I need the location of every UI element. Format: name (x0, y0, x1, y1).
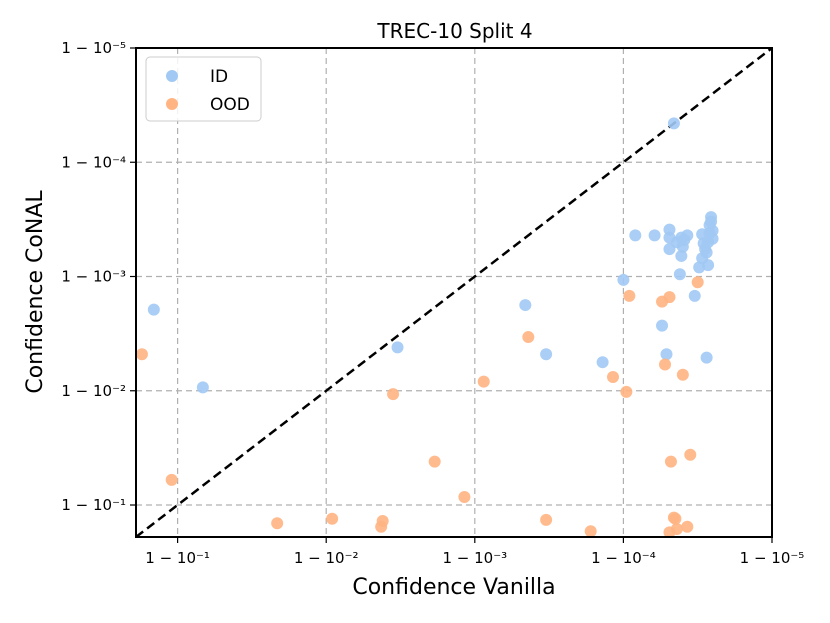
x-tick-label: 1 − 10⁻¹ (145, 549, 210, 567)
id-point (667, 117, 680, 130)
ood-point (607, 371, 619, 384)
chart-title: TREC-10 Split 4 (376, 19, 532, 43)
ood-point (165, 473, 178, 486)
id-point (702, 259, 715, 272)
data-points (136, 117, 719, 537)
id-point (596, 356, 609, 369)
ood-point (623, 289, 636, 302)
ood-point (669, 512, 682, 525)
id-point (675, 249, 688, 262)
legend-marker-id (166, 70, 178, 82)
ood-point (326, 512, 339, 525)
id-point (705, 211, 718, 224)
id-point (673, 268, 686, 281)
id-point (681, 229, 694, 242)
ood-point (477, 375, 490, 388)
ood-point (620, 385, 633, 398)
ood-point (663, 291, 676, 304)
ood-point (136, 348, 148, 361)
y-axis-title: Confidence CoNAL (23, 190, 48, 394)
id-point (519, 299, 532, 312)
id-point (700, 246, 713, 259)
y-tick-label: 1 − 10⁻³ (61, 268, 126, 286)
id-point (660, 348, 673, 361)
id-point (648, 229, 661, 242)
y-tick-label: 1 − 10⁻⁴ (61, 153, 126, 171)
id-point (147, 303, 160, 316)
ood-point (681, 520, 694, 533)
x-axis-title: Confidence Vanilla (352, 575, 555, 600)
y-tick-label: 1 − 10⁻⁵ (61, 39, 126, 57)
ood-point (458, 491, 471, 504)
ood-point (584, 525, 597, 537)
x-tick-label: 1 − 10⁻⁴ (591, 549, 656, 567)
diagonal-line-layer (135, 47, 773, 538)
id-point (617, 273, 630, 286)
y-tick-label: 1 − 10⁻² (61, 382, 126, 400)
ood-point (684, 448, 697, 461)
id-point (663, 223, 676, 236)
id-point (688, 289, 701, 302)
id-point (196, 381, 209, 394)
legend-marker-ood (166, 98, 178, 110)
ood-point (663, 526, 676, 537)
x-tick-label: 1 − 10⁻⁵ (740, 549, 805, 567)
ood-point (676, 368, 689, 381)
ood-point (376, 515, 389, 528)
ood-point (522, 331, 535, 344)
ood-point (540, 513, 553, 526)
ood-point (428, 455, 441, 468)
id-point (700, 351, 713, 364)
id-point (391, 341, 404, 354)
diagonal-line (135, 47, 773, 538)
id-point (656, 319, 669, 332)
id-point (706, 232, 719, 245)
id-point (540, 348, 553, 361)
axis-ticks: 1 − 10⁻¹ 1 − 10⁻² 1 − 10⁻³ 1 − 10⁻⁴ 1 − 10⁻⁵… (61, 39, 804, 567)
legend-label-ood: OOD (210, 95, 250, 115)
y-tick-label: 1 − 10⁻¹ (61, 496, 126, 514)
ood-point (691, 276, 704, 289)
legend-label-id: ID (210, 67, 228, 87)
x-tick-label: 1 − 10⁻³ (442, 549, 507, 567)
id-point (629, 229, 642, 242)
plot-frame (135, 47, 773, 538)
ood-point (387, 388, 400, 401)
ood-point (664, 455, 677, 468)
legend: ID OOD (145, 56, 262, 122)
ood-point (271, 517, 284, 530)
x-tick-label: 1 − 10⁻² (294, 549, 359, 567)
ood-point (659, 358, 672, 371)
